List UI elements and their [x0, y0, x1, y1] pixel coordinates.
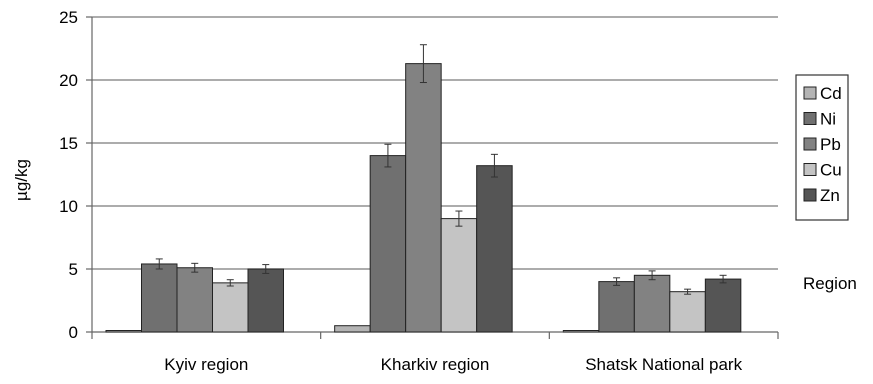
legend-label-zn: Zn: [820, 186, 840, 205]
x-axis-title: Region: [803, 274, 857, 293]
bar-cd-0: [105, 330, 142, 333]
bar-cd-2: [562, 330, 600, 333]
bar-ni-2: [598, 281, 635, 333]
error-bars: [155, 44, 727, 295]
y-tick-label: 15: [59, 134, 78, 153]
bar-pb-0: [176, 267, 213, 333]
legend: Cd Ni Pb Cu Zn: [795, 74, 849, 221]
bar-ni-0: [141, 263, 178, 333]
legend-label-pb: Pb: [820, 135, 841, 154]
legend-swatch-zn: [803, 188, 817, 202]
y-tick-label: 20: [59, 71, 78, 90]
bar-cd-1: [334, 325, 371, 333]
legend-swatch-cd: [803, 86, 817, 100]
bar-ni-1: [369, 155, 407, 333]
bar-pb-1: [405, 63, 442, 333]
y-tick-label: 25: [59, 8, 78, 27]
legend-label-cd: Cd: [820, 84, 842, 103]
legend-swatch-ni: [803, 112, 817, 125]
category-label: Kyiv region: [164, 355, 248, 374]
y-tick-label: 0: [69, 323, 78, 342]
category-label: Kharkiv region: [381, 355, 490, 374]
bars: [105, 63, 742, 333]
category-label: Shatsk National park: [585, 355, 742, 374]
bar-cu-1: [440, 218, 478, 333]
bar-cu-2: [669, 291, 706, 333]
bar-cu-0: [212, 282, 249, 333]
legend-swatch-cu: [803, 163, 817, 176]
y-axis-title: µg/kg: [12, 159, 31, 201]
legend-label-ni: Ni: [820, 110, 836, 129]
bar-zn-2: [704, 278, 742, 333]
y-tick-label: 10: [59, 197, 78, 216]
legend-swatch-pb: [803, 137, 817, 151]
axis-labels: 0 5 10 15 20 25 Kyiv region Kharkiv region Shats…: [12, 8, 857, 374]
bar-zn-1: [476, 165, 513, 333]
legend-label-cu: Cu: [820, 161, 842, 180]
bar-zn-0: [247, 268, 284, 333]
bar-pb-2: [633, 274, 671, 333]
y-tick-label: 5: [69, 260, 78, 279]
